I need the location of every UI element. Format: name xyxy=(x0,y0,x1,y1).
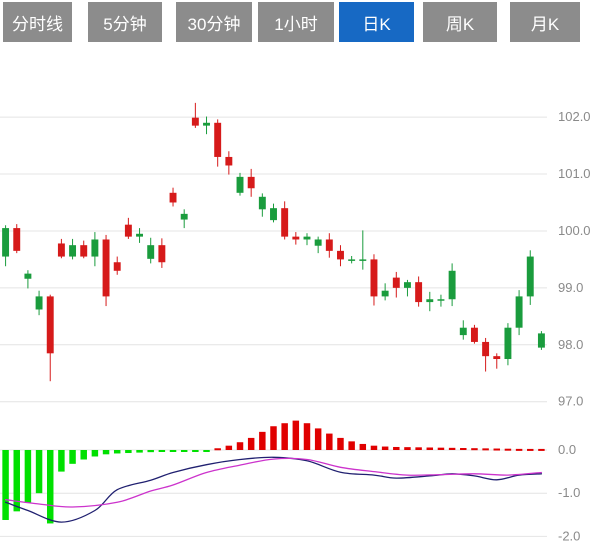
svg-text:101.0: 101.0 xyxy=(558,166,591,181)
svg-text:102.0: 102.0 xyxy=(558,109,591,124)
svg-text:100.0: 100.0 xyxy=(558,223,591,238)
svg-text:98.0: 98.0 xyxy=(558,337,583,352)
svg-text:0.0: 0.0 xyxy=(558,442,576,457)
svg-text:97.0: 97.0 xyxy=(558,394,583,409)
svg-text:99.0: 99.0 xyxy=(558,280,583,295)
svg-text:-1.0: -1.0 xyxy=(558,485,580,500)
svg-text:-2.0: -2.0 xyxy=(558,528,580,543)
